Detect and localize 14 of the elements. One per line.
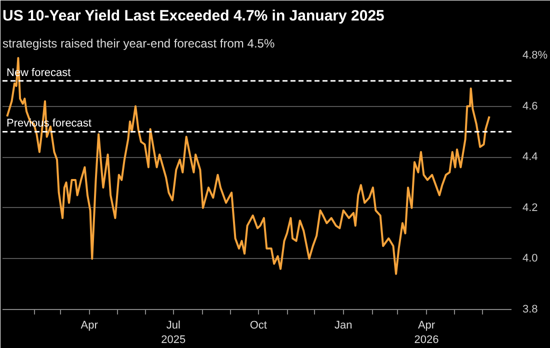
line-series [6, 57, 490, 275]
y-tick-label: 4.0 [522, 252, 538, 265]
chart-title: US 10-Year Yield Last Exceeded 4.7% in January 2025 [2, 8, 384, 24]
chart-subtitle: strategists raised their year-end forecast from 4.5% [2, 36, 275, 50]
y-tick-label: 4.6 [522, 100, 538, 112]
x-tick-label: Oct [250, 320, 267, 332]
y-tick-label: 3.8 [522, 304, 538, 316]
x-tick-label: Apr [80, 320, 98, 332]
y-tick-label: 4.2 [522, 202, 538, 214]
x-tick-label: Apr 2026 [414, 320, 439, 346]
x-tick-label: Jan [334, 320, 352, 332]
x-tick-label: Jul 2025 [161, 320, 186, 346]
y-tick-label: 4.4 [522, 151, 538, 164]
y-tick-label: 4.8% [522, 50, 548, 62]
